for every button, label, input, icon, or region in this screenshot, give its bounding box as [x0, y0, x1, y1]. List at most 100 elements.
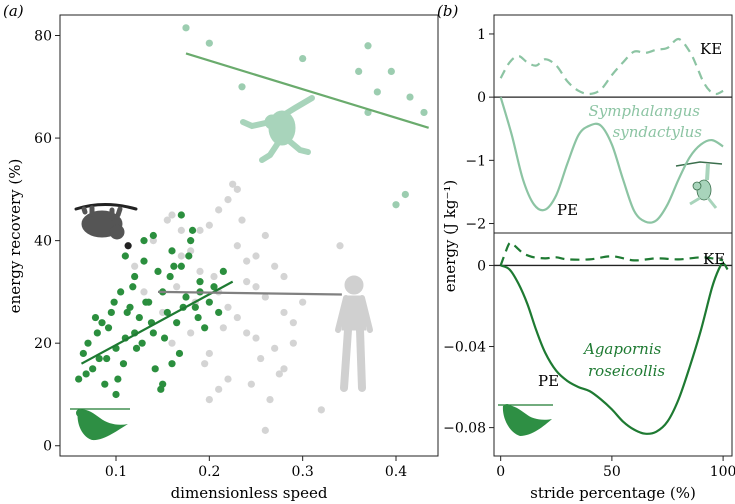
sloth-silhouette-icon: [74, 203, 138, 240]
parrot-point: [114, 375, 122, 383]
panel-b-bottom-species-line2: roseicollis: [588, 362, 665, 380]
human-point: [289, 319, 297, 327]
parrot-point: [123, 308, 131, 317]
human-point: [233, 242, 241, 250]
human-point: [229, 180, 237, 188]
gibbon-point: [420, 108, 428, 117]
parrot-point: [149, 329, 157, 337]
panel-b-y-axis-label: energy (J kg⁻¹): [441, 180, 459, 293]
parrot-point: [112, 390, 120, 399]
human-point: [257, 354, 265, 363]
panel-b-top-species-line2: syndactylus: [613, 123, 703, 141]
panel-a-frame: [59, 14, 439, 457]
parrot-point: [121, 252, 129, 260]
human-silhouette-icon: [335, 275, 373, 392]
parrot-small-silhouette-icon: [498, 404, 553, 436]
parrot-point: [138, 339, 146, 347]
gibbon-fit-line: [185, 52, 429, 129]
human-point: [187, 329, 195, 337]
parrot-point: [168, 247, 176, 255]
panel-a-y-tick-label: 0: [43, 439, 52, 455]
human-point: [243, 329, 251, 337]
human-point: [233, 313, 241, 322]
panel-a-axes: 0.1 0.2 0.3 0.4 0 20 40 60 80: [34, 29, 407, 480]
parrot-point: [119, 360, 128, 368]
human-point: [243, 278, 251, 286]
human-point: [205, 221, 213, 229]
panel-b-x-tick-label: 0: [496, 464, 505, 480]
parrot-point: [177, 262, 185, 270]
parrot-point: [135, 313, 143, 322]
human-point: [271, 344, 279, 352]
panel-a-x-axis-label: dimensionless speed: [171, 484, 328, 502]
parrot-point: [194, 313, 202, 322]
human-point: [215, 385, 223, 393]
gibbon-point: [182, 24, 190, 32]
parrot-point: [170, 262, 178, 270]
parrot-point: [177, 211, 185, 219]
panel-b-x-tick-label: 100: [710, 464, 735, 480]
human-point: [280, 308, 288, 317]
parrot-point: [205, 298, 213, 306]
human-point: [252, 283, 260, 291]
parrot-point: [160, 334, 169, 342]
gibbon-point: [392, 201, 400, 209]
parrot-point: [131, 272, 139, 281]
parrot-point: [75, 375, 83, 383]
parrot-point: [103, 354, 111, 363]
parrot-point: [117, 288, 125, 296]
human-point: [177, 226, 185, 234]
panel-b-top-y-tick-label: −2: [465, 217, 486, 233]
gibbon-point: [355, 67, 363, 76]
parrot-silhouette-icon: [70, 408, 130, 441]
panel-a-y-tick-label: 80: [34, 29, 52, 45]
parrot-point: [79, 349, 87, 358]
human-point: [266, 395, 274, 404]
panel-b-bottom-y-tick-label: −0.08: [443, 421, 486, 437]
panel-b-bottom-pe-line: [500, 262, 729, 435]
parrot-point: [140, 257, 148, 265]
human-point: [336, 242, 344, 250]
parrot-point: [175, 349, 184, 358]
gibbon-point: [406, 93, 414, 101]
parrot-point: [201, 324, 209, 332]
human-point: [210, 272, 218, 281]
human-point: [280, 272, 288, 281]
human-point: [215, 206, 223, 214]
parrot-point: [163, 308, 171, 317]
panel-b-bottom-ke-line: [499, 241, 724, 266]
parrot-point: [149, 231, 157, 240]
parrot-point: [93, 329, 101, 337]
parrot-point: [110, 298, 118, 306]
human-point: [299, 298, 307, 306]
panel-b-bottom-ke-label: KE: [703, 250, 725, 268]
panel-b-bottom-y-tick-label: −0.04: [443, 340, 486, 356]
parrot-point: [166, 272, 174, 281]
parrot-point: [159, 380, 167, 388]
human-point: [224, 303, 232, 311]
parrot-point: [101, 380, 109, 388]
human-point: [247, 380, 255, 388]
gibbon-small-silhouette-icon: [675, 161, 723, 209]
panel-b-label: (b): [437, 2, 458, 20]
parrot-point: [191, 303, 199, 311]
human-point: [205, 395, 213, 404]
parrot-point: [142, 298, 150, 306]
human-point: [205, 349, 213, 358]
panel-b-top-pe-label: PE: [557, 201, 578, 219]
gibbon-point: [401, 190, 409, 199]
gibbon-point: [373, 88, 381, 96]
parrot-point: [89, 365, 97, 373]
human-point: [196, 226, 204, 234]
panel-a-x-tick-label: 0.3: [292, 464, 314, 480]
human-point: [252, 252, 260, 260]
parrot-point: [82, 370, 90, 378]
parrot-point: [215, 308, 223, 317]
panel-b-bottom-y-tick-label: 0: [477, 258, 486, 274]
panel-a-fit-lines: [80, 52, 429, 365]
parrot-point: [84, 339, 92, 347]
parrot-point: [168, 360, 176, 368]
gibbon-point: [299, 54, 307, 63]
panel-b-axes: 1 0 −1 −2 0 −0.04 −0.08 0 50 100: [443, 27, 735, 480]
